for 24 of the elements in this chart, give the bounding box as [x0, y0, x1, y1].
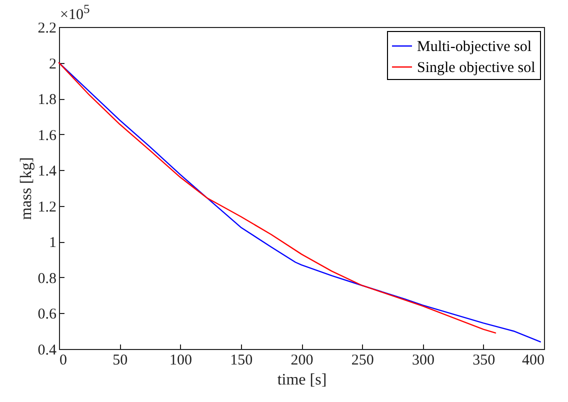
y-tick-label: 2.2 — [38, 20, 56, 36]
y-tick-label: 1.6 — [38, 128, 57, 144]
x-tick-label: 50 — [112, 352, 128, 368]
y-tick-label: 1.2 — [38, 199, 56, 216]
y-tick-label: 1 — [49, 235, 56, 252]
x-tick-label: 250 — [351, 352, 374, 368]
y-tick-label: 0.6 — [38, 306, 57, 323]
y-tick-label: 0.4 — [38, 342, 57, 358]
x-tick-label: 300 — [412, 352, 434, 368]
y-tick-label: 1.8 — [38, 92, 56, 108]
x-tick-label: 100 — [170, 352, 192, 368]
x-tick-label: 400 — [522, 352, 544, 368]
x-tick-label: 200 — [290, 352, 314, 368]
x-tick-label: 150 — [230, 352, 253, 368]
y-tick-label: 2 — [49, 56, 56, 72]
y-tick-label: 0.8 — [38, 270, 56, 287]
legend-label: Single objective sol — [417, 60, 536, 76]
y-axis-title: mass [kg] — [18, 157, 35, 220]
x-tick-label: 350 — [472, 352, 496, 368]
y-tick-label: 1.4 — [38, 164, 57, 180]
x-tick-label: 0 — [60, 352, 67, 368]
x-axis-title: time [s] — [277, 372, 327, 388]
text: ×10$^{5}$ — [60, 2, 90, 24]
legend-label: Multi-objective sol — [417, 39, 532, 55]
